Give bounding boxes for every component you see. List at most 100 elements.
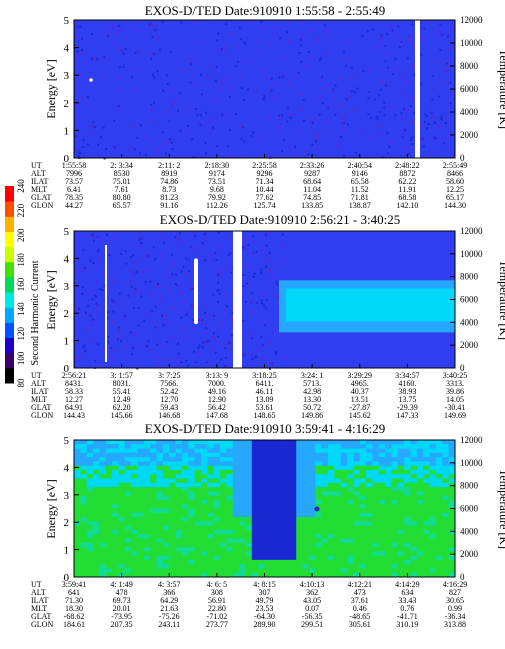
spectrogram-speckle: [162, 301, 165, 304]
spectrogram-cell: [397, 457, 405, 462]
spectrogram-cell: [423, 491, 430, 497]
spectrogram-cell: [366, 482, 373, 488]
spectrogram-cell: [435, 448, 443, 454]
spectrogram-cell: [429, 457, 437, 462]
energy-band-core: [286, 288, 455, 322]
spectrogram-speckle: [354, 134, 357, 137]
spectrogram-speckle: [217, 273, 220, 276]
spectrogram-speckle: [379, 133, 382, 136]
spectrogram-speckle: [92, 233, 95, 236]
spectrogram-cell: [448, 444, 456, 449]
spectrogram-cell: [86, 440, 94, 445]
table-row-name: UT: [31, 161, 42, 170]
spectrogram-cell: [131, 495, 138, 501]
spectrogram-speckle: [119, 66, 122, 69]
spectrogram-cell: [232, 465, 240, 471]
spectrogram-cell: [207, 495, 215, 501]
spectrogram-cell: [201, 547, 208, 552]
spectrogram-cell: [105, 525, 113, 531]
spectrogram-cell: [131, 529, 138, 535]
spectrogram-speckle: [245, 248, 248, 251]
spectrogram-cell: [74, 512, 81, 518]
spectrogram-cell: [423, 512, 430, 518]
spectrogram-cell: [194, 440, 202, 445]
spectrogram-cell: [289, 512, 297, 518]
spectrogram-cell: [264, 525, 272, 531]
spectrogram-speckle: [91, 58, 94, 61]
spectrogram-cell: [359, 482, 367, 488]
spectrogram-cell: [391, 572, 399, 578]
spectrogram-speckle: [260, 272, 263, 275]
spectrogram-cell: [404, 452, 411, 458]
spectrogram-cell: [283, 461, 291, 467]
spectrogram-cell: [220, 444, 227, 449]
spectrogram-cell: [194, 508, 202, 514]
spectrogram-speckle: [131, 254, 134, 257]
spectrogram-speckle: [337, 104, 340, 107]
spectrogram-cell: [283, 542, 291, 548]
spectrogram-cell: [435, 452, 443, 458]
spectrogram-speckle: [134, 288, 137, 291]
spectrogram-cell: [245, 474, 253, 479]
spectrogram-cell: [429, 474, 437, 479]
spectrogram-cell: [74, 564, 81, 569]
spectrogram-cell: [112, 452, 119, 458]
spectrogram-cell: [74, 499, 81, 505]
spectrogram-cell: [372, 474, 380, 479]
spectrogram-cell: [169, 487, 176, 492]
spectrogram-cell: [366, 551, 373, 556]
spectrogram-cell: [429, 538, 437, 544]
spectrogram-speckle: [260, 299, 263, 302]
spectrogram-speckle: [388, 145, 391, 148]
spectrogram-cell: [372, 529, 380, 535]
spectrogram-speckle: [432, 28, 435, 31]
spectrogram-cell: [353, 547, 361, 552]
spectrogram-cell: [296, 504, 303, 509]
spectrogram-cell: [220, 482, 227, 488]
spectrogram-cell: [251, 444, 259, 449]
spectrogram-cell: [239, 529, 246, 535]
spectrogram-cell: [80, 487, 88, 492]
spectrogram-speckle: [180, 21, 183, 24]
spectrogram-cell: [239, 491, 246, 497]
spectrogram-speckle: [270, 106, 273, 109]
spectrogram-cell: [366, 547, 373, 552]
spectrogram-cell: [359, 551, 367, 556]
spectrogram-cell: [391, 487, 399, 492]
spectrogram-cell: [194, 564, 202, 569]
spectrogram-cell: [353, 525, 361, 531]
spectrogram-speckle: [154, 326, 157, 329]
spectrogram-cell: [245, 538, 253, 544]
y-tick-label: 4: [64, 462, 70, 474]
spectrogram-speckle: [242, 246, 245, 249]
spectrogram-cell: [86, 572, 94, 578]
spectrogram-speckle: [299, 39, 302, 42]
spectrogram-speckle: [276, 283, 279, 286]
spectrogram-cell: [277, 534, 284, 539]
spectrogram-speckle: [85, 102, 88, 105]
colorbar-block: [5, 337, 14, 354]
spectrogram-speckle: [137, 49, 140, 52]
spectrogram-cell: [334, 504, 342, 509]
spectrogram-speckle: [341, 59, 344, 62]
spectrogram-speckle: [197, 346, 200, 349]
spectrogram-cell: [378, 521, 386, 527]
table-cell: 11.04: [303, 185, 321, 194]
spectrogram-speckle: [122, 52, 125, 55]
spectrogram-cell: [232, 517, 240, 522]
spectrogram-cell: [213, 517, 221, 522]
spectrogram-cell: [150, 559, 157, 565]
spectrogram-cell: [277, 491, 284, 497]
spectrogram-cell: [315, 517, 323, 522]
spectrogram-speckle: [199, 321, 202, 324]
spectrogram-cell: [429, 559, 437, 565]
spectrogram-cell: [321, 547, 329, 552]
spectrogram-cell: [169, 452, 176, 458]
spectrogram-speckle: [264, 133, 267, 136]
spectrogram-speckle: [166, 82, 169, 85]
spectrogram-cell: [150, 508, 157, 514]
spectrogram-cell: [385, 534, 392, 539]
y-tick-label: 3: [64, 281, 70, 293]
spectrogram-speckle: [282, 75, 285, 78]
y-tick-label: 5: [64, 226, 70, 238]
